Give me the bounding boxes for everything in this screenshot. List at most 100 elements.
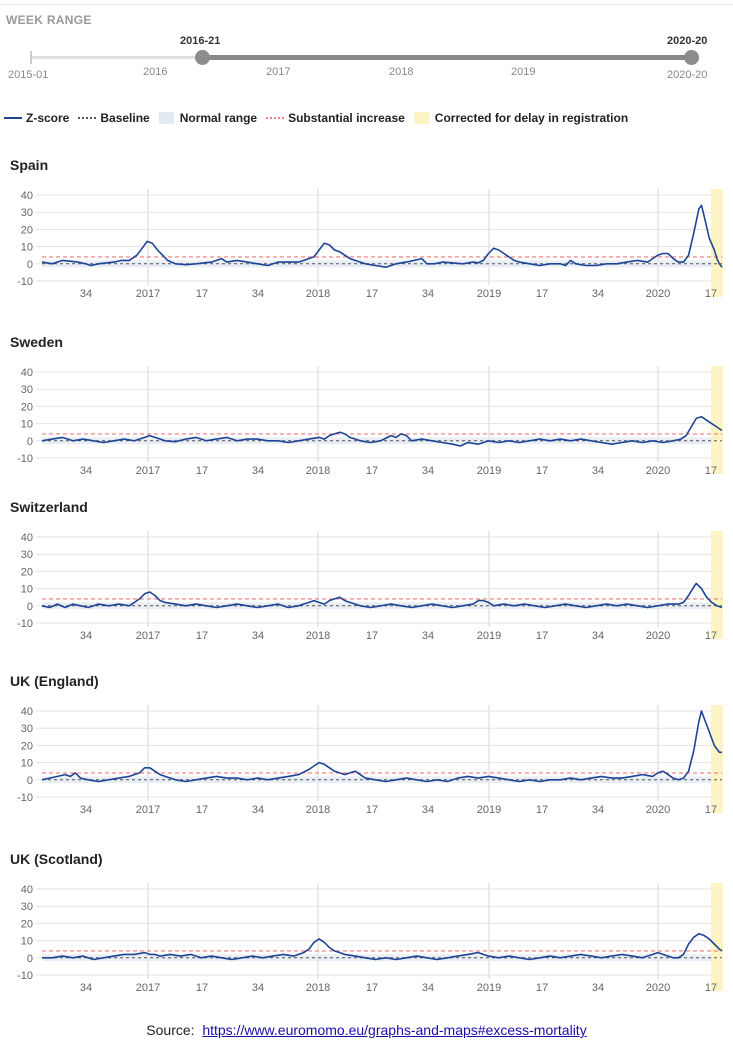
y-tick-label: 20 <box>21 401 33 413</box>
legend: Z-score Baseline Normal range Substantia… <box>4 108 637 128</box>
x-tick-label: 2017 <box>136 288 160 300</box>
x-tick-label: 17 <box>705 804 717 816</box>
x-tick-label: 2019 <box>477 630 501 642</box>
y-tick-label: -10 <box>17 453 33 465</box>
normal-range-swatch <box>158 112 174 124</box>
corrected-delay-band <box>711 366 723 474</box>
y-tick-label: 30 <box>21 549 33 561</box>
x-tick-label: 34 <box>252 804 264 816</box>
zscore-series-line <box>41 204 723 268</box>
slider-max-label: 2020-20 <box>667 69 708 81</box>
x-tick-label: 17 <box>196 804 208 816</box>
chart-sweden: -10 0 10 20 30 40 34 2017 17 34 2018 17 34 2019 17 34 20… <box>17 366 723 477</box>
y-tick-label: 30 <box>21 207 33 219</box>
x-tick-label: 17 <box>536 630 548 642</box>
baseline-swatch <box>78 117 97 119</box>
legend-item-baseline[interactable]: Baseline <box>78 111 150 125</box>
x-tick-label: 2018 <box>306 288 330 300</box>
y-tick-label: 10 <box>21 584 33 596</box>
selected-end-label: 2020-20 <box>667 35 708 47</box>
x-tick-label: 2018 <box>306 465 330 477</box>
zscore-series-line <box>41 582 723 609</box>
country-title-sweden: Sweden <box>10 334 63 350</box>
y-tick-label: 0 <box>27 775 33 787</box>
legend-label: Substantial increase <box>288 111 405 125</box>
x-tick-label: 2019 <box>477 288 501 300</box>
x-tick-label: 34 <box>592 288 604 300</box>
zscore-series-line <box>41 415 723 447</box>
y-tick-label: 20 <box>21 566 33 578</box>
corrected-delay-band <box>711 883 723 991</box>
x-tick-label: 34 <box>422 630 434 642</box>
source-link[interactable]: https://www.euromomo.eu/graphs-and-maps#… <box>202 1022 587 1038</box>
x-tick-label: 17 <box>536 982 548 994</box>
y-tick-label: 10 <box>21 758 33 770</box>
y-tick-label: 20 <box>21 224 33 236</box>
slider-min-label: 2015-01 <box>8 69 49 81</box>
y-tick-label: 0 <box>27 436 33 448</box>
x-tick-label: 34 <box>80 804 92 816</box>
x-tick-label: 2017 <box>136 804 160 816</box>
legend-label: Z-score <box>26 111 70 125</box>
chart-spain: -10 0 10 20 30 40 34 2017 17 34 2018 17 34 2019 17 34 20… <box>17 189 723 300</box>
week-range-title: WEEK RANGE <box>6 13 92 27</box>
y-tick-label: 10 <box>21 419 33 431</box>
y-tick-label: 0 <box>27 259 33 271</box>
x-tick-label: 17 <box>536 465 548 477</box>
x-tick-label: 34 <box>80 465 92 477</box>
y-tick-label: 40 <box>21 190 33 202</box>
legend-item-corrected[interactable]: Corrected for delay in registration <box>413 111 628 125</box>
y-tick-label: 40 <box>21 706 33 718</box>
country-title-uk-scotland: UK (Scotland) <box>10 851 103 867</box>
y-tick-label: 40 <box>21 367 33 379</box>
legend-label: Baseline <box>100 111 150 125</box>
country-title-uk-england: UK (England) <box>10 673 99 689</box>
chart-switzerland: -10 0 10 20 30 40 34 2017 17 34 2018 17 34 2019 17 34 20… <box>17 531 723 642</box>
normal-range-band <box>42 260 712 268</box>
x-tick-label: 34 <box>422 465 434 477</box>
x-tick-label: 17 <box>366 630 378 642</box>
slider-year-label: 2018 <box>389 66 414 78</box>
x-tick-label: 34 <box>80 630 92 642</box>
x-tick-label: 17 <box>536 804 548 816</box>
y-tick-label: 10 <box>21 242 33 254</box>
x-tick-label: 34 <box>422 982 434 994</box>
x-tick-label: 2019 <box>477 804 501 816</box>
legend-item-normal-range[interactable]: Normal range <box>158 111 257 125</box>
y-tick-label: 40 <box>21 884 33 896</box>
top-divider <box>0 4 733 5</box>
slider-start-tick <box>30 51 32 64</box>
x-tick-label: 2017 <box>136 982 160 994</box>
slider-start-handle[interactable] <box>195 50 210 65</box>
y-tick-label: 30 <box>21 901 33 913</box>
week-range-slider[interactable]: 2016-21 2020-20 2015-01 2016 2017 2018 2… <box>0 30 733 86</box>
x-tick-label: 2020 <box>646 804 670 816</box>
x-tick-label: 17 <box>705 630 717 642</box>
x-tick-label: 34 <box>422 288 434 300</box>
x-tick-label: 34 <box>592 465 604 477</box>
y-tick-label: 30 <box>21 723 33 735</box>
slider-selected-range[interactable] <box>203 55 692 60</box>
selected-start-label: 2016-21 <box>180 35 221 47</box>
x-tick-label: 17 <box>196 630 208 642</box>
y-tick-label: 0 <box>27 953 33 965</box>
y-tick-label: -10 <box>17 276 33 288</box>
normal-range-band <box>42 954 712 962</box>
corrected-delay-band <box>711 705 723 813</box>
legend-item-zscore[interactable]: Z-score <box>4 111 69 125</box>
x-tick-label: 17 <box>196 465 208 477</box>
slider-end-handle[interactable] <box>684 50 699 65</box>
legend-item-substantial-increase[interactable]: Substantial increase <box>266 111 405 125</box>
source-caption: Source: https://www.euromomo.eu/graphs-a… <box>0 1022 733 1038</box>
x-tick-label: 2020 <box>646 465 670 477</box>
x-tick-label: 2018 <box>306 804 330 816</box>
x-tick-label: 2020 <box>646 630 670 642</box>
x-tick-label: 17 <box>366 982 378 994</box>
x-tick-label: 17 <box>196 288 208 300</box>
source-prefix: Source: <box>146 1022 195 1038</box>
slider-year-label: 2017 <box>266 66 291 78</box>
slider-year-label: 2016 <box>143 66 168 78</box>
x-tick-label: 34 <box>252 465 264 477</box>
x-tick-label: 2017 <box>136 465 160 477</box>
corrected-delay-band <box>711 189 723 297</box>
